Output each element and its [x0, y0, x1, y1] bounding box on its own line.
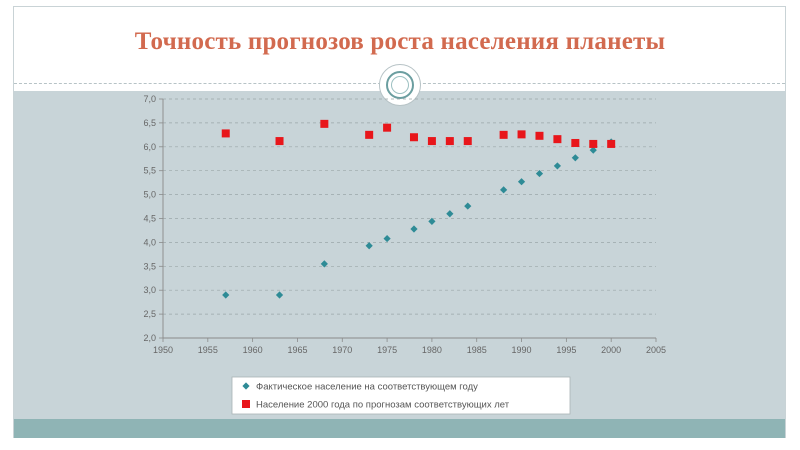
- y-tick-label: 5,0: [143, 190, 156, 200]
- data-point-actual: [428, 217, 436, 225]
- series-2: [221, 119, 616, 148]
- y-tick-label: 5,5: [143, 166, 156, 176]
- y-tick-label: 4,0: [143, 237, 156, 247]
- data-point-forecast: [571, 138, 580, 147]
- content-panel: [14, 91, 785, 419]
- y-axis-ticks: 2,0 2,5 3,0 3,5 4,0 4,5 5,0 5,5 6,0 6,5 7,0: [143, 94, 156, 343]
- x-tick-label: 1950: [153, 345, 173, 355]
- chart-grid: [163, 98, 656, 315]
- series-layer: [221, 119, 616, 299]
- data-point-actual: [571, 154, 579, 162]
- data-point-actual: [500, 186, 508, 194]
- y-tick-label: 6,5: [143, 118, 156, 128]
- data-point-forecast: [365, 130, 374, 139]
- legend-marker: [242, 382, 250, 390]
- y-tick-label: 6,0: [143, 142, 156, 152]
- x-tick-label: 1955: [198, 345, 218, 355]
- y-tick-label: 2,5: [143, 309, 156, 319]
- y-tick-label: 3,5: [143, 261, 156, 271]
- x-tick-label: 1960: [243, 345, 263, 355]
- data-point-forecast: [275, 137, 284, 146]
- x-tick-label: 1975: [377, 345, 397, 355]
- x-tick-label: 1985: [467, 345, 487, 355]
- data-point-forecast: [499, 130, 508, 139]
- data-point-actual: [517, 178, 526, 186]
- x-tick-label: 1995: [556, 345, 576, 355]
- data-point-actual: [464, 202, 472, 210]
- data-point-actual: [410, 225, 418, 233]
- chart-legend: Фактическое население на соответствующем…: [231, 376, 571, 415]
- slide-title: Точность прогнозов роста населения плане…: [134, 28, 666, 55]
- x-tick-label: 1980: [422, 345, 442, 355]
- x-tick-label: 2005: [646, 345, 666, 355]
- x-tick-label: 2000: [601, 345, 621, 355]
- x-tick-label: 1970: [332, 345, 352, 355]
- legend-label: Население 2000 года по прогнозам соответ…: [256, 400, 510, 411]
- data-point-forecast: [535, 131, 544, 140]
- x-tick-label: 1965: [287, 345, 307, 355]
- legend-box: [231, 376, 571, 415]
- data-point-actual: [383, 234, 391, 243]
- circle-ornament-inner: [386, 71, 414, 99]
- data-point-actual: [446, 210, 454, 218]
- data-point-forecast: [409, 133, 418, 142]
- chart-axes: [159, 98, 657, 342]
- data-point-forecast: [427, 137, 436, 146]
- bottom-bar: [14, 419, 785, 438]
- x-tick-label: 1990: [512, 345, 532, 355]
- data-point-actual: [320, 260, 328, 268]
- y-tick-label: 7,0: [143, 94, 156, 104]
- data-point-forecast: [383, 123, 392, 132]
- data-point-forecast: [463, 137, 472, 146]
- legend-items: Фактическое население на соответствующем…: [242, 382, 510, 411]
- data-point-forecast: [445, 137, 454, 146]
- y-tick-label: 3,0: [143, 285, 156, 295]
- data-point-forecast: [221, 129, 230, 138]
- data-point-actual: [589, 146, 597, 154]
- data-point-actual: [553, 162, 561, 170]
- data-point-forecast: [553, 135, 562, 144]
- data-point-actual: [222, 291, 230, 299]
- y-tick-label: 4,5: [143, 214, 156, 224]
- data-point-forecast: [607, 139, 616, 148]
- data-point-forecast: [517, 130, 526, 139]
- data-point-actual: [535, 169, 544, 178]
- legend-marker: [242, 400, 250, 408]
- data-point-forecast: [320, 119, 329, 128]
- y-tick-label: 2,0: [143, 333, 156, 343]
- legend-label: Фактическое население на соответствующем…: [256, 382, 478, 393]
- x-axis-ticks: 1950 1955 1960 1965 1970 1975 1980 1985 1990 1995…: [153, 345, 666, 355]
- data-point-actual: [275, 291, 284, 299]
- data-point-actual: [365, 242, 373, 250]
- data-point-forecast: [589, 139, 598, 148]
